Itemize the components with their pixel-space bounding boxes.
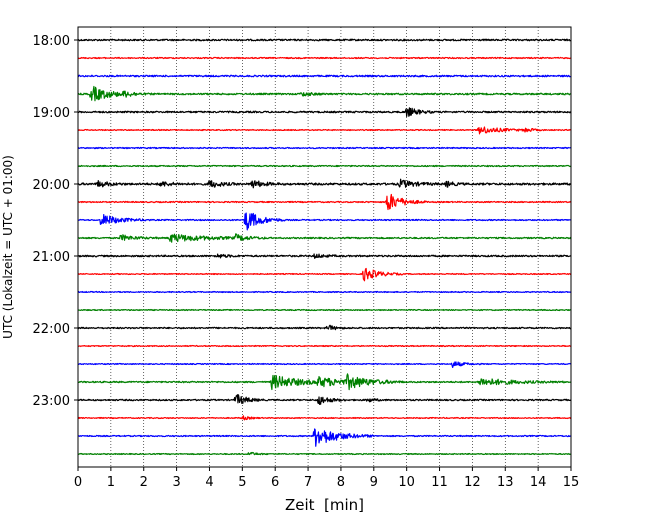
y-tick-label: 20:00 bbox=[33, 178, 70, 193]
trace-2000 bbox=[77, 178, 572, 189]
trace-1930 bbox=[77, 146, 572, 150]
trace-2115 bbox=[77, 267, 572, 282]
x-tick-label: 0 bbox=[74, 475, 82, 490]
x-tick-label: 8 bbox=[337, 475, 345, 490]
y-tick-label: 22:00 bbox=[33, 322, 70, 337]
trace-2300 bbox=[77, 394, 572, 405]
trace-2215 bbox=[77, 344, 572, 348]
x-grid bbox=[110, 27, 539, 467]
x-tick-label: 15 bbox=[563, 475, 580, 490]
seismic-traces bbox=[77, 38, 572, 456]
x-tick-label: 9 bbox=[370, 475, 378, 490]
x-tick-label: 5 bbox=[238, 475, 246, 490]
x-tick-label: 12 bbox=[464, 475, 481, 490]
x-tick-label: 1 bbox=[107, 475, 115, 490]
y-tick-label: 18:00 bbox=[33, 34, 70, 49]
trace-1900 bbox=[77, 107, 572, 118]
x-tick-label: 6 bbox=[271, 475, 279, 490]
trace-1800 bbox=[77, 38, 572, 42]
trace-1945 bbox=[77, 164, 572, 168]
x-tick-label: 3 bbox=[172, 475, 180, 490]
trace-2015 bbox=[77, 193, 572, 211]
trace-2345 bbox=[77, 451, 572, 456]
x-axis-label: Zeit [min] bbox=[285, 496, 364, 514]
plot-background bbox=[78, 27, 571, 467]
y-axis-ticks: 18:00 19:00 20:00 21:00 22:00 23:00 bbox=[33, 34, 78, 409]
x-tick-label: 11 bbox=[431, 475, 448, 490]
trace-1815 bbox=[77, 56, 572, 60]
y-tick-label: 21:00 bbox=[33, 250, 70, 265]
x-tick-label: 4 bbox=[205, 475, 213, 490]
trace-2130 bbox=[77, 290, 572, 294]
x-tick-label: 13 bbox=[497, 475, 514, 490]
trace-1915 bbox=[77, 126, 572, 135]
trace-2145 bbox=[77, 308, 572, 312]
y-axis-label: UTC (Lokalzeit = UTC + 01:00) bbox=[1, 155, 15, 339]
trace-2330 bbox=[77, 428, 572, 447]
y-tick-label: 19:00 bbox=[33, 106, 70, 121]
trace-2200 bbox=[77, 324, 572, 331]
trace-2315 bbox=[77, 415, 572, 421]
trace-1830 bbox=[77, 74, 572, 78]
x-tick-label: 10 bbox=[398, 475, 415, 490]
trace-2045 bbox=[77, 233, 572, 243]
trace-2030 bbox=[77, 212, 572, 231]
trace-2230 bbox=[77, 361, 572, 369]
trace-2245 bbox=[77, 373, 572, 391]
trace-2100 bbox=[77, 253, 572, 259]
plot-frame bbox=[77, 26, 572, 468]
x-tick-label: 7 bbox=[304, 475, 312, 490]
x-tick-label: 14 bbox=[530, 475, 547, 490]
x-axis-ticks: 0 1 2 3 4 5 6 7 8 9 10 11 12 13 14 15 bbox=[74, 467, 579, 490]
x-tick-label: 2 bbox=[140, 475, 148, 490]
y-tick-label: 23:00 bbox=[33, 394, 70, 409]
trace-1845 bbox=[77, 85, 572, 102]
